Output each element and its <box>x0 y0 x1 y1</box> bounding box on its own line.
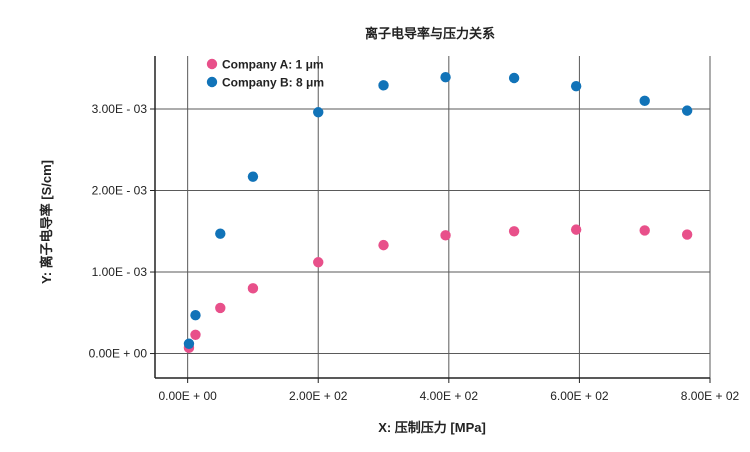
data-point <box>508 226 520 237</box>
data-point <box>681 105 693 116</box>
data-point <box>313 257 324 268</box>
y-tick-label: 0.00E + 00 <box>89 347 148 361</box>
data-point <box>190 329 201 340</box>
data-point <box>183 338 195 349</box>
y-tick-label: 2.00E - 03 <box>92 184 148 198</box>
legend-marker <box>206 76 218 88</box>
data-point <box>215 228 226 239</box>
legend-label: Company B: 8 μm <box>222 76 324 90</box>
x-tick-label: 6.00E + 02 <box>550 389 609 403</box>
data-point <box>378 80 389 91</box>
data-point <box>440 71 451 83</box>
x-tick-label: 0.00E + 00 <box>158 389 217 403</box>
data-point <box>508 72 520 84</box>
data-point <box>190 310 201 321</box>
y-axis-title: Y: 离子电导率 [S/cm] <box>39 160 54 284</box>
x-axis-title: X: 压制压力 [MPa] <box>378 420 486 435</box>
data-point <box>570 80 582 92</box>
x-tick-label: 2.00E + 02 <box>289 389 348 403</box>
data-point <box>681 229 693 240</box>
grid-lines <box>155 56 711 378</box>
data-point <box>639 225 650 236</box>
chart-title: 离子电导率与压力关系 <box>365 26 495 41</box>
data-point <box>570 224 582 235</box>
data-point <box>215 302 226 314</box>
data-point <box>639 95 650 107</box>
x-tick-label: 4.00E + 02 <box>420 389 479 403</box>
data-point <box>378 239 389 251</box>
data-point <box>247 283 259 294</box>
y-tick-label: 1.00E - 03 <box>92 265 148 279</box>
tick-labels: 0.00E + 00 2.00E + 02 4.00E + 02 6.00E + 02… <box>89 102 740 403</box>
data-point <box>440 230 451 241</box>
legend-label: Company A: 1 μm <box>222 58 324 72</box>
axes <box>150 56 711 383</box>
legend-marker <box>206 58 218 70</box>
data-point <box>313 107 324 118</box>
legend: Company A: 1 μm Company B: 8 μm <box>206 58 324 90</box>
y-tick-label: 3.00E - 03 <box>92 102 148 116</box>
data-points <box>183 71 693 354</box>
x-tick-label: 8.00E + 02 <box>681 389 740 403</box>
data-point <box>247 171 259 182</box>
